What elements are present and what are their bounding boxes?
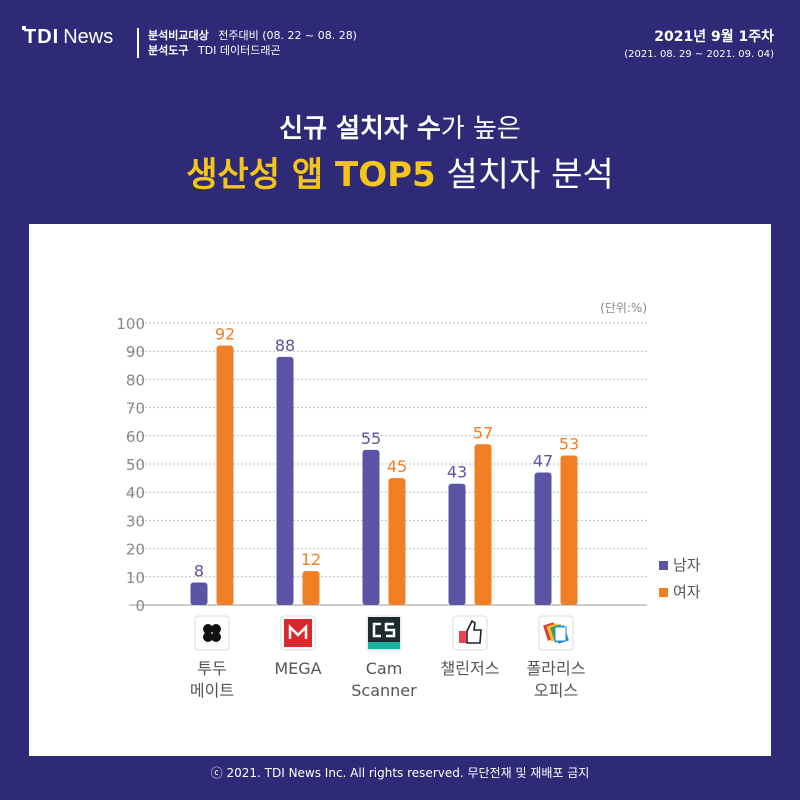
x-tick-label: 폴라리스	[527, 659, 586, 678]
week-label: 2021년 9월 1주차	[654, 29, 774, 45]
y-tick-label: 70	[126, 400, 145, 418]
meta-value-tool: TDI 데이터드래곤	[197, 44, 281, 57]
data-label: 43	[447, 463, 467, 482]
camscanner-icon-c	[372, 622, 381, 638]
mega-icon	[284, 619, 312, 647]
bar-female	[216, 345, 234, 605]
data-label: 57	[473, 423, 493, 442]
logo-word: News	[63, 26, 114, 48]
x-tick-label: Scanner	[351, 681, 417, 700]
analysis-meta: 분석비교대상 전주대비 (08. 22 ~ 08. 28) 분석도구 TDI 데…	[148, 28, 357, 58]
x-tick-label: 메이트	[190, 681, 234, 700]
title-suffix: 설치자 분석	[435, 155, 614, 195]
legend-label: 남자	[673, 556, 701, 574]
todo-mate-icon	[203, 632, 213, 642]
week-range: (2021. 08. 29 ~ 2021. 09. 04)	[624, 49, 774, 60]
mega-icon-m	[288, 623, 308, 639]
data-label: 8	[194, 561, 204, 580]
data-label: 55	[361, 429, 381, 448]
polaris-office-icon-doc	[554, 626, 567, 642]
bar-female	[560, 455, 578, 605]
todo-mate-icon	[211, 624, 221, 634]
data-label: 47	[533, 451, 553, 470]
header: TDI News 분석비교대상 전주대비 (08. 22 ~ 08. 28) 분…	[0, 0, 800, 80]
meta-label-compare: 분석비교대상	[148, 29, 209, 42]
y-tick-label: 90	[126, 343, 145, 361]
title-line-2: 생산성 앱 TOP5 설치자 분석	[0, 152, 800, 198]
y-tick-label: 0	[135, 597, 145, 615]
legend-label: 여자	[673, 583, 701, 601]
camscanner-icon-bar	[368, 642, 400, 649]
header-divider	[137, 28, 139, 58]
meta-value-compare: 전주대비 (08. 22 ~ 08. 28)	[218, 29, 357, 42]
week-info: 2021년 9월 1주차 (2021. 08. 29 ~ 2021. 09. 0…	[624, 28, 774, 62]
tdi-news-logo: TDI News	[22, 26, 114, 49]
challengers-icon	[459, 631, 466, 643]
logo-mark: TDI	[24, 26, 60, 48]
legend-swatch	[659, 588, 668, 597]
data-label: 53	[559, 435, 579, 454]
x-tick-label: 오피스	[534, 681, 578, 700]
x-tick-label: 챌린저스	[441, 659, 500, 678]
x-tick-label: MEGA	[274, 659, 321, 678]
x-tick-label: 투두	[197, 659, 226, 678]
y-tick-label: 60	[126, 428, 145, 446]
meta-label-tool: 분석도구	[148, 44, 189, 57]
todo-mate-icon	[211, 632, 221, 642]
data-label: 88	[275, 336, 295, 355]
bar-female	[474, 444, 492, 605]
bar-male	[276, 356, 294, 605]
unit-label: (단위:%)	[600, 301, 647, 315]
y-tick-label: 40	[126, 484, 145, 502]
camscanner-icon-s	[384, 622, 396, 638]
bar-male	[362, 449, 380, 605]
page-title: 신규 설치자 수가 높은 생산성 앱 TOP5 설치자 분석	[0, 112, 800, 198]
copyright-footer: ⓒ 2021. TDI News Inc. All rights reserve…	[210, 766, 590, 780]
bar-female	[302, 571, 320, 605]
bar-female	[388, 478, 406, 605]
data-label: 92	[215, 325, 235, 344]
y-tick-label: 20	[126, 541, 145, 559]
challengers-icon-thumb	[466, 619, 482, 644]
title-line-1: 신규 설치자 수가 높은	[0, 112, 800, 146]
x-tick-label: Cam	[366, 659, 403, 678]
bar-male	[534, 472, 552, 605]
y-tick-label: 30	[126, 512, 145, 530]
y-tick-label: 100	[116, 315, 145, 333]
title-strong: 신규 설치자 수	[279, 114, 441, 144]
title-rest: 가 높은	[440, 114, 521, 144]
data-label: 12	[301, 550, 321, 569]
y-tick-label: 80	[126, 371, 145, 389]
todo-mate-icon-frame	[194, 615, 230, 651]
bar-male	[448, 483, 466, 605]
y-tick-label: 10	[126, 569, 145, 587]
data-label: 45	[387, 457, 407, 476]
todo-mate-icon	[203, 624, 213, 634]
logo-dot	[22, 26, 26, 30]
title-highlight: 생산성 앱 TOP5	[186, 155, 436, 195]
bar-male	[190, 582, 208, 605]
legend-swatch	[659, 561, 668, 570]
y-tick-label: 50	[126, 456, 145, 474]
